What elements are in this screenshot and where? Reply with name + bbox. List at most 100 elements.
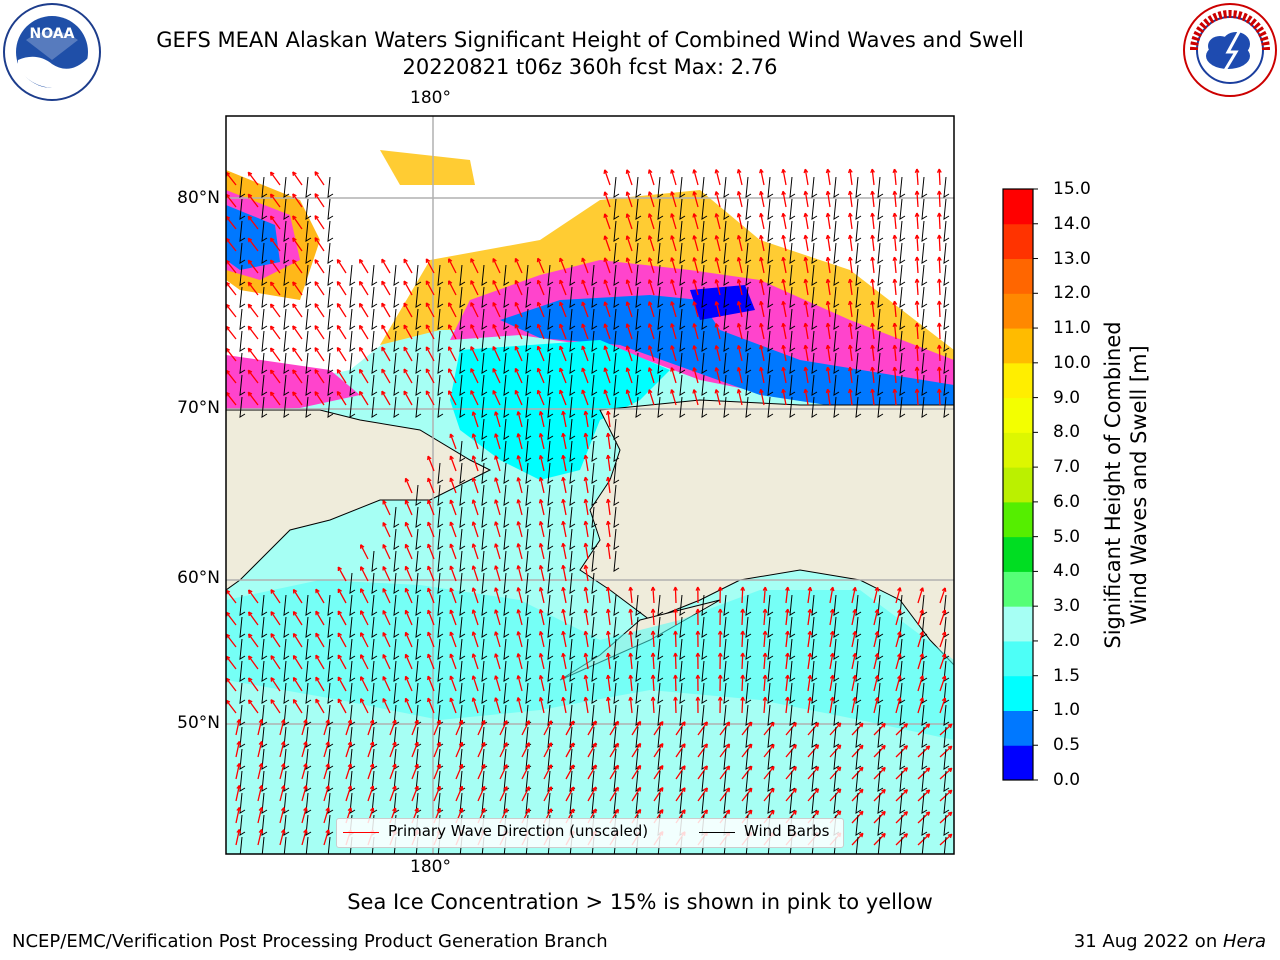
wave-arrow-head: [358, 302, 364, 308]
wave-arrow-head: [759, 388, 764, 394]
wave-arrow-head: [247, 677, 253, 683]
wind-barb: [503, 660, 510, 682]
wave-arrow-head: [292, 215, 297, 220]
wave-arrow-head: [670, 235, 675, 240]
wave-direction-arrow: [826, 235, 831, 252]
wind-barb: [459, 616, 466, 638]
wind-barb: [327, 198, 334, 220]
wind-barb: [613, 440, 620, 462]
wave-arrow-head: [494, 411, 499, 416]
wind-barb: [943, 176, 950, 198]
wind-barb: [899, 220, 906, 242]
wave-direction-arrow: [917, 675, 924, 692]
wind-barb: [855, 264, 862, 286]
wave-arrow-head: [449, 455, 454, 460]
wave-direction-arrow: [782, 367, 787, 384]
wave-arrow-head: [781, 344, 787, 350]
wave-arrow-head: [650, 696, 656, 701]
colorbar-bin: [1003, 293, 1033, 329]
wave-direction-arrow: [715, 191, 721, 208]
wave-direction-arrow: [562, 499, 567, 516]
wind-barb: [393, 374, 400, 396]
colorbar: [1003, 188, 1038, 781]
wind-barb: [261, 682, 268, 704]
wave-arrow-head: [403, 346, 408, 352]
wave-arrow-head: [759, 234, 764, 240]
wave-direction-arrow: [247, 325, 259, 340]
wind-barb: [855, 748, 862, 770]
wave-arrow-head: [670, 191, 675, 196]
wind-barb: [811, 792, 818, 814]
wind-barb: [503, 396, 510, 418]
wave-arrow-head: [692, 301, 697, 306]
wind-barb: [393, 352, 400, 374]
wave-direction-arrow: [715, 279, 721, 296]
wave-arrow-head: [747, 787, 753, 793]
wind-barb: [547, 484, 554, 506]
wave-arrow-head: [382, 565, 387, 571]
wind-barb: [745, 594, 752, 616]
wave-direction-arrow: [648, 323, 655, 340]
wave-arrow-head: [759, 212, 764, 218]
wave-arrow-head: [492, 323, 497, 329]
wave-direction-arrow: [477, 764, 486, 780]
wave-arrow-head: [471, 631, 477, 636]
wave-arrow-head: [314, 171, 319, 176]
wave-arrow-head: [792, 744, 797, 749]
wave-direction-arrow: [581, 367, 589, 384]
wind-barb: [877, 396, 884, 418]
wind-barb: [745, 198, 752, 220]
wave-arrow-head: [717, 586, 723, 591]
wave-arrow-head: [852, 630, 857, 636]
wave-direction-arrow: [741, 586, 744, 604]
wave-arrow-head: [337, 588, 342, 594]
wave-direction-arrow: [760, 213, 765, 230]
wave-direction-arrow: [782, 301, 787, 318]
wave-arrow-head: [625, 213, 631, 218]
wind-barb: [503, 418, 510, 440]
wind-barb: [701, 264, 708, 286]
wind-barb: [877, 374, 884, 396]
wave-arrow-head: [807, 630, 813, 636]
wave-direction-arrow: [405, 698, 413, 714]
wind-barb: [921, 330, 928, 352]
wind-barb: [833, 682, 840, 704]
wind-barb: [547, 638, 554, 660]
wind-barb: [723, 264, 730, 286]
wave-arrow-head: [538, 520, 544, 526]
wave-arrow-head: [292, 347, 297, 352]
colorbar-tick-label: 8.0: [1053, 422, 1081, 443]
wave-direction-arrow: [674, 674, 677, 692]
wave-direction-arrow: [675, 765, 686, 780]
wave-direction-arrow: [517, 565, 523, 582]
wave-arrow-head: [269, 325, 275, 331]
wind-barb: [635, 374, 642, 396]
wave-direction-arrow: [382, 698, 391, 714]
wave-direction-arrow: [427, 543, 435, 560]
wave-arrow-head: [448, 280, 453, 285]
wave-arrow-head: [561, 674, 566, 680]
wind-barb: [613, 286, 620, 308]
wave-arrow-head: [759, 322, 764, 328]
wave-direction-arrow: [381, 390, 391, 406]
wave-arrow-head: [592, 764, 597, 770]
wave-arrow-head: [337, 566, 342, 572]
wave-arrow-head: [625, 257, 631, 262]
wind-barb: [283, 726, 290, 748]
wave-arrow-head: [803, 190, 809, 196]
wave-arrow-head: [337, 676, 342, 682]
wave-arrow-head: [449, 587, 454, 592]
wind-barb: [503, 308, 510, 330]
wave-direction-arrow: [235, 829, 241, 846]
wind-barb: [855, 396, 862, 418]
wave-arrow-head: [628, 696, 634, 702]
wind-barb: [899, 594, 906, 616]
wave-direction-arrow: [539, 653, 545, 670]
wave-arrow-head: [614, 742, 619, 748]
wave-direction-arrow: [626, 191, 633, 208]
lat-tick-50: 50°N: [177, 713, 220, 733]
wind-barb: [613, 660, 620, 682]
wave-direction-arrow: [405, 676, 413, 692]
wind-barb: [745, 176, 752, 198]
wind-barb: [415, 352, 422, 374]
